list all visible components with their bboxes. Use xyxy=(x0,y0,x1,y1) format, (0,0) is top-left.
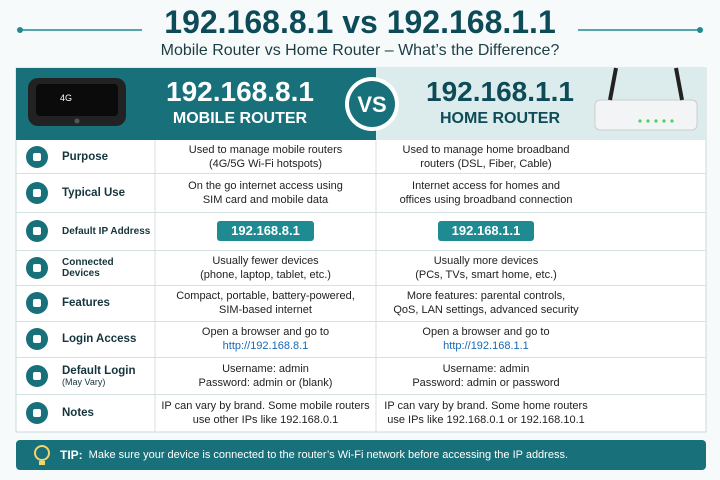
row-label: Notes xyxy=(62,394,154,432)
row-label-text: Login Access xyxy=(62,333,137,345)
vs: VS xyxy=(357,92,387,117)
row-label-text: Features xyxy=(62,297,110,309)
cell: Open a browser and go to http://192.168.1… xyxy=(376,321,596,357)
cell-line: Open a browser and go to xyxy=(422,326,550,338)
cell-line: SIM card and mobile data xyxy=(202,193,329,206)
row-label: Connected Devices xyxy=(62,250,154,285)
row-icon xyxy=(26,292,48,314)
cell-line: Username: admin xyxy=(222,362,309,375)
cell-line: QoS, LAN settings, advanced security xyxy=(393,304,579,316)
icon-glyph xyxy=(33,299,41,307)
icon-glyph xyxy=(33,335,41,343)
cell-line: routers (DSL, Fiber, Cable) xyxy=(420,157,552,170)
row-label: Login Access xyxy=(62,321,154,357)
row-sublabel: (May Vary) xyxy=(62,376,106,387)
cell-line: Compact, portable, battery-powered, xyxy=(176,290,355,302)
cell-line: (PCs, TVs, smart home, etc.) xyxy=(415,268,557,281)
row-icon xyxy=(26,364,48,387)
row-icon xyxy=(26,328,48,350)
icon-glyph xyxy=(33,188,41,197)
cell: Usually more devices (PCs, TVs, smart hom… xyxy=(376,250,596,285)
row-divider xyxy=(16,285,706,286)
cell-line: On the go internet access using xyxy=(188,179,343,192)
cell-line: Internet access for homes and xyxy=(412,179,560,192)
cell-line: Username: admin xyxy=(442,362,530,375)
device-label: 4G xyxy=(60,93,73,103)
row-label-text: Notes xyxy=(62,407,94,419)
tip: TIP: Make sure your device is connected … xyxy=(60,440,700,470)
row-icon xyxy=(26,220,48,242)
cell-line: Usually more devices xyxy=(433,254,539,267)
icon-glyph xyxy=(33,263,41,272)
tip-label: TIP: xyxy=(60,448,83,462)
cell: More features: parental controls, QoS, LA… xyxy=(376,285,596,321)
row-divider xyxy=(16,212,706,213)
cell-line: Used to manage mobile routers xyxy=(188,143,343,156)
row-label: Default IP Address xyxy=(62,212,154,250)
cell-line: use other IPs like 192.168.0.1 xyxy=(192,414,339,426)
row-divider xyxy=(16,394,706,395)
cell-line: use IPs like 192.168.0.1 or 192.168.10.1 xyxy=(387,414,585,426)
row-label-text: Connected Devices xyxy=(62,256,114,279)
cell: 192.168.1.1 xyxy=(376,212,596,250)
link: http://192.168.8.1 xyxy=(222,340,309,352)
cell: Usually fewer devices (phone, laptop, tab… xyxy=(155,250,376,285)
title: 192.168.8.1 vs 192.168.1.1 xyxy=(164,4,556,40)
ip-badge: 192.168.1.1 xyxy=(437,221,535,241)
cell-line: Used to manage home broadband xyxy=(402,143,570,156)
row-divider xyxy=(16,357,706,358)
tip-text: Make sure your device is connected to th… xyxy=(88,449,569,461)
row-label: Purpose xyxy=(62,140,154,173)
cell: Internet access for homes and offices usi… xyxy=(376,173,596,212)
icon-glyph xyxy=(33,409,41,417)
cell-line: IP can vary by brand. Some mobile router… xyxy=(161,400,370,412)
icon-glyph xyxy=(33,227,41,235)
left-name: MOBILE ROUTER xyxy=(172,110,308,127)
cell-line: (4G/5G Wi-Fi hotspots) xyxy=(208,157,323,170)
icon-glyph xyxy=(33,371,41,380)
row-divider xyxy=(16,250,706,251)
row-icon xyxy=(26,402,48,424)
right-ip: 192.168.1.1 xyxy=(426,76,574,107)
right-name: HOME ROUTER xyxy=(440,110,560,127)
left-ip: 192.168.8.1 xyxy=(166,76,314,107)
row-divider xyxy=(16,321,706,322)
row-label-text: Default Login xyxy=(62,364,136,377)
cell: 192.168.8.1 xyxy=(155,212,376,250)
row-icon xyxy=(26,181,48,204)
row-divider xyxy=(16,173,706,174)
cell: Username: admin Password: admin or passwo… xyxy=(376,357,596,394)
cell-line: IP can vary by brand. Some home routers xyxy=(384,400,588,412)
row-label: Typical Use xyxy=(62,173,154,212)
cell-line: offices using broadband connection xyxy=(399,193,573,206)
row-icon xyxy=(26,145,48,168)
cell: IP can vary by brand. Some home routers u… xyxy=(376,394,596,432)
cell: Used to manage mobile routers (4G/5G Wi-F… xyxy=(155,140,376,173)
cell-line: Open a browser and go to xyxy=(201,326,330,338)
cell: Compact, portable, battery-powered, SIM-b… xyxy=(155,285,376,321)
cell-line: More features: parental controls, xyxy=(406,290,566,302)
cell: Username: admin Password: admin or (blank… xyxy=(155,357,376,394)
cell: Open a browser and go to http://192.168.8… xyxy=(155,321,376,357)
cell: On the go internet access using SIM card … xyxy=(155,173,376,212)
subtitle: Mobile Router vs Home Router – What’s th… xyxy=(160,42,560,59)
cell: IP can vary by brand. Some mobile router… xyxy=(155,394,376,432)
cell-line: Password: admin or password xyxy=(412,376,560,389)
row-label-text: Purpose xyxy=(62,150,109,163)
ip-badge: 192.168.8.1 xyxy=(217,221,314,241)
icon-glyph xyxy=(33,152,41,161)
cell-line: (phone, laptop, tablet, etc.) xyxy=(200,268,331,281)
cell-line: Usually fewer devices xyxy=(212,254,319,267)
cell: Used to manage home broadband routers (DS… xyxy=(376,140,596,173)
row-label-text: Typical Use xyxy=(62,186,126,199)
cell-line: SIM-based internet xyxy=(219,304,312,316)
row-label: Features xyxy=(62,285,154,321)
row-label-text: Default IP Address xyxy=(62,225,151,237)
link: http://192.168.1.1 xyxy=(443,340,529,352)
row-label: Default Login (May Vary) xyxy=(62,357,154,394)
cell-line: Password: admin or (blank) xyxy=(198,376,333,389)
row-icon xyxy=(26,256,48,279)
